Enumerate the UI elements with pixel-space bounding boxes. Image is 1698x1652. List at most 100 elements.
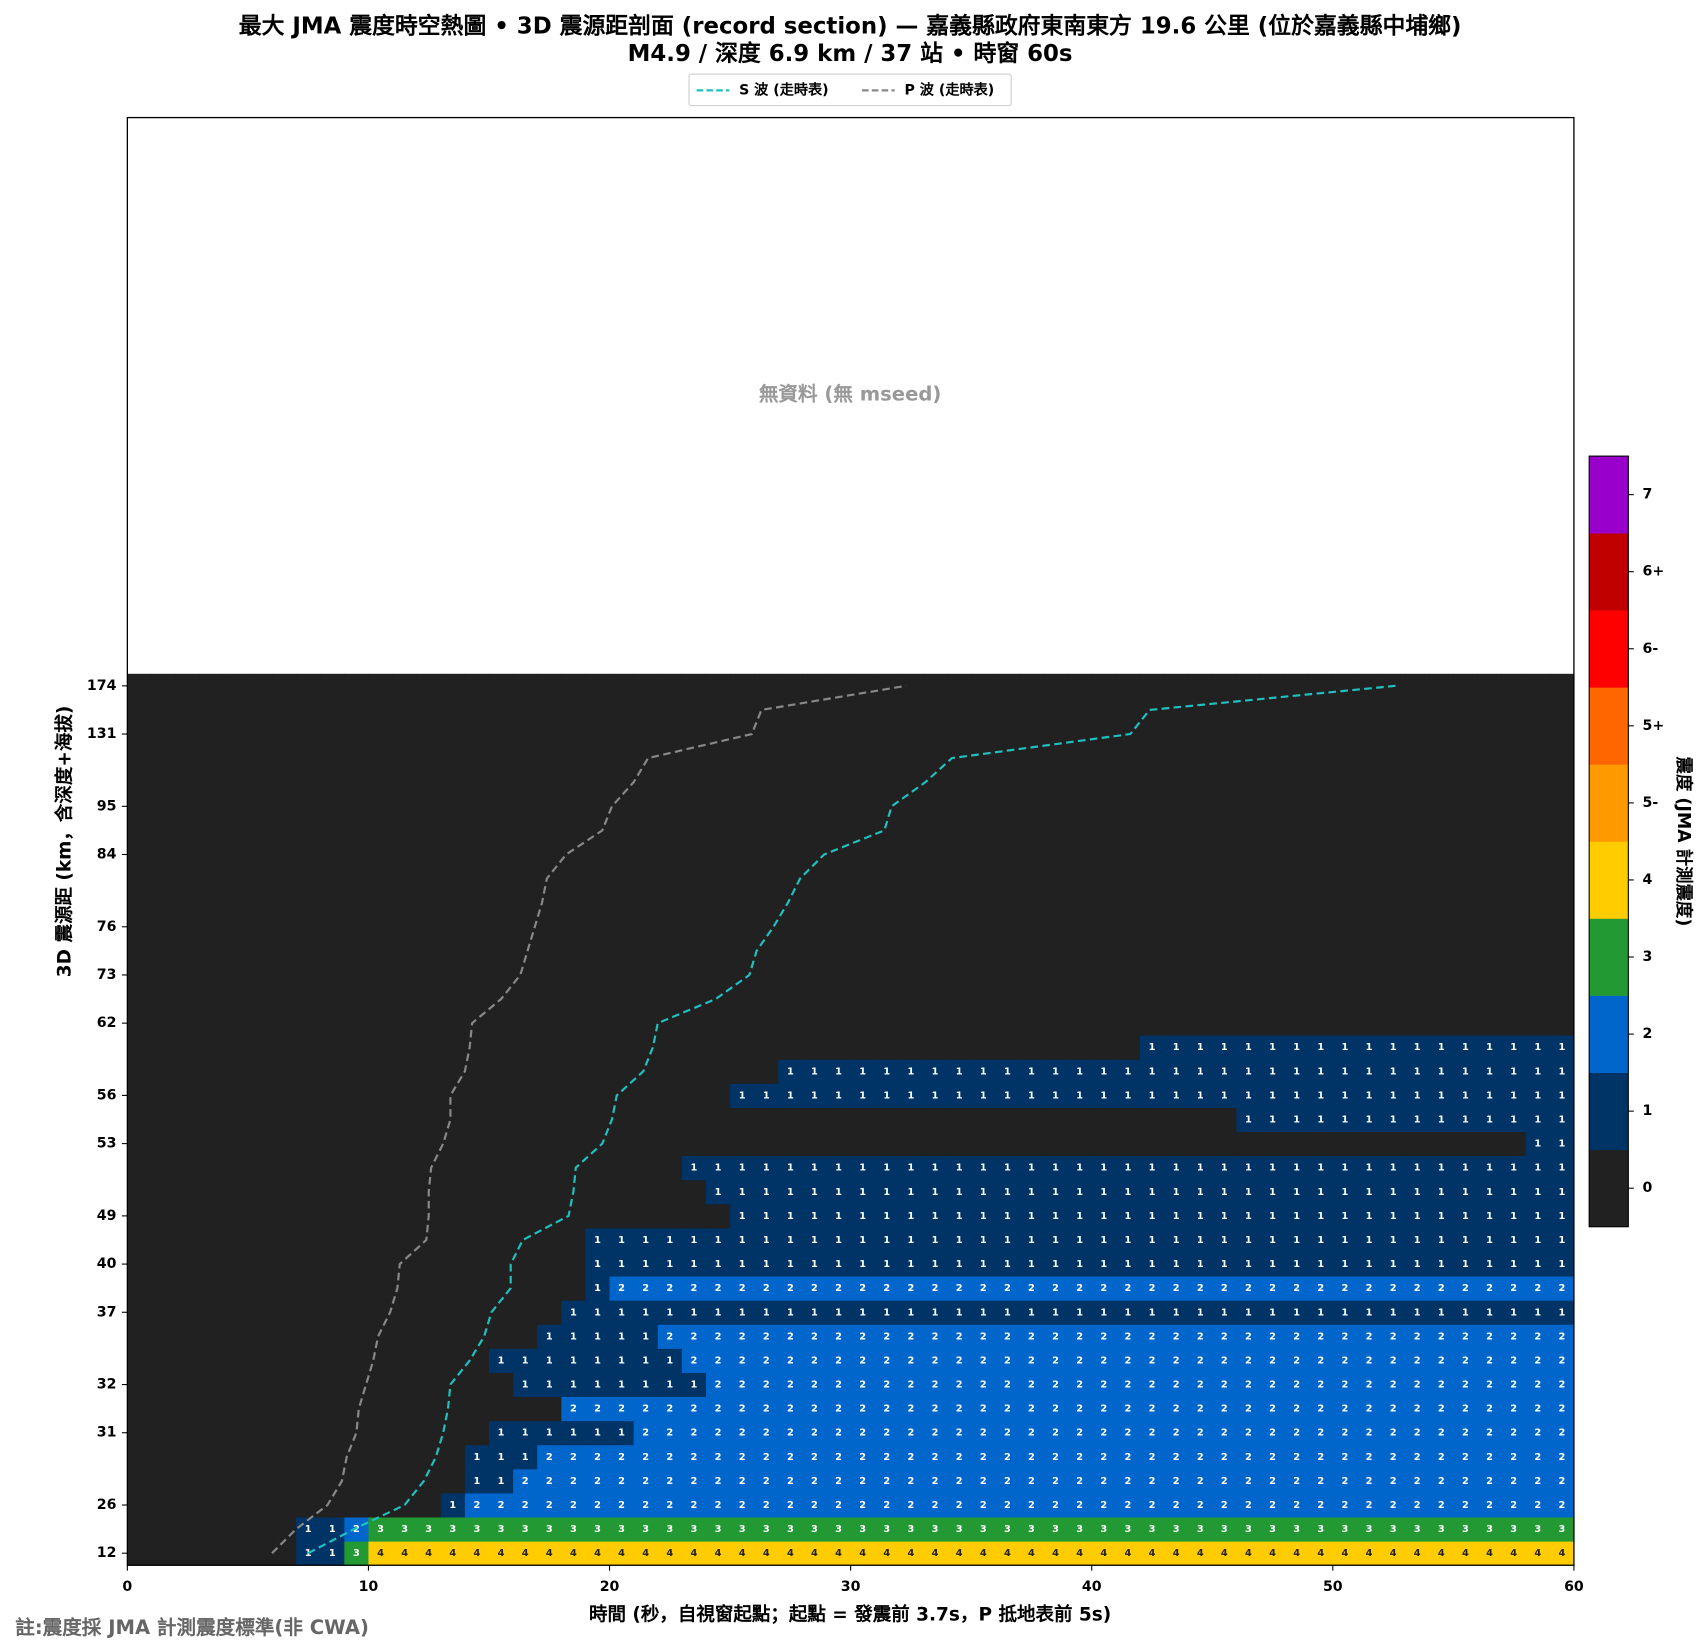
- heat-cell: [175, 1541, 201, 1566]
- y-tick-label: 37: [97, 1304, 117, 1320]
- heat-cell: [151, 1468, 177, 1494]
- cell-label: 1: [1052, 1235, 1059, 1246]
- heat-cell: [1067, 746, 1093, 771]
- cell-label: 1: [1510, 1211, 1517, 1222]
- cell-label: 2: [1462, 1283, 1469, 1294]
- heat-cell: [416, 1348, 442, 1373]
- heat-cell: [1453, 697, 1478, 723]
- heat-cell: [1477, 721, 1503, 747]
- cell-label: 2: [1004, 1428, 1011, 1439]
- cell-label: 2: [1414, 1404, 1421, 1415]
- cell-label: 2: [1028, 1428, 1035, 1439]
- heat-cell: [247, 1517, 273, 1542]
- heat-cell: [151, 1420, 177, 1446]
- heat-cell: [561, 962, 586, 988]
- heat-cell: [1236, 1011, 1261, 1036]
- heat-cell: [1236, 1252, 1261, 1277]
- cell-label: 1: [618, 1259, 625, 1270]
- cell-label: 2: [1173, 1476, 1180, 1487]
- heat-cell: [1091, 1131, 1117, 1157]
- heat-cell: [922, 1276, 948, 1301]
- heat-cell: [1236, 1276, 1261, 1301]
- heat-cell: [561, 1324, 586, 1349]
- heat-cell: [1236, 1324, 1261, 1349]
- cell-label: 2: [1076, 1355, 1083, 1366]
- heat-cell: [826, 770, 852, 795]
- heat-cell: [127, 770, 152, 795]
- heat-cell: [1091, 1203, 1117, 1229]
- heat-cell: [175, 721, 201, 747]
- heat-cell: [730, 1059, 755, 1084]
- cell-label: 1: [932, 1235, 939, 1246]
- heat-cell: [850, 818, 876, 843]
- cell-label: 1: [1245, 1090, 1252, 1101]
- heat-cell: [416, 890, 442, 916]
- heat-cell: [440, 890, 466, 916]
- cell-label: 1: [1510, 1235, 1517, 1246]
- heat-cell: [1308, 1276, 1334, 1301]
- heat-cell: [1477, 1252, 1503, 1277]
- heat-cell: [537, 1252, 562, 1277]
- heat-cell: [151, 1011, 177, 1036]
- cell-label: 1: [1534, 1066, 1541, 1077]
- heat-cell: [392, 1107, 418, 1132]
- cell-label: 2: [1149, 1331, 1156, 1342]
- heat-cell: [561, 818, 586, 843]
- chart-title: 最大 JMA 震度時空熱圖 • 3D 震源距剖面 (record section…: [239, 13, 1462, 40]
- heat-cell: [1501, 721, 1527, 747]
- heat-cell: [1139, 1252, 1165, 1277]
- cell-label: 2: [1510, 1452, 1517, 1463]
- heat-cell: [368, 1541, 393, 1566]
- heat-cell: [175, 1203, 201, 1229]
- cell-label: 1: [787, 1163, 794, 1174]
- heat-cell: [1188, 1107, 1213, 1132]
- cell-label: 2: [1221, 1283, 1228, 1294]
- heat-cell: [1284, 1348, 1310, 1373]
- heat-cell: [127, 1131, 152, 1157]
- heat-cell: [995, 770, 1020, 795]
- heat-cell: [730, 1035, 755, 1060]
- heat-cell: [1453, 1252, 1478, 1277]
- heat-cell: [1019, 1420, 1044, 1446]
- heat-cell: [127, 842, 152, 867]
- heat-cell: [730, 1372, 755, 1398]
- cell-label: 2: [691, 1331, 698, 1342]
- heat-cell: [320, 746, 345, 771]
- heat-cell: [1115, 1203, 1141, 1229]
- heat-cell: [175, 673, 201, 699]
- heat-cell: [850, 1227, 876, 1253]
- cell-label: 1: [980, 1235, 987, 1246]
- cell-label: 1: [1317, 1187, 1324, 1198]
- heat-cell: [874, 770, 900, 795]
- heat-cell: [1164, 1252, 1189, 1277]
- heat-cell: [585, 1252, 610, 1277]
- heat-cell: [561, 866, 586, 892]
- heat-cell: [175, 1396, 201, 1422]
- heat-cell: [874, 721, 900, 747]
- heat-cell: [898, 1300, 924, 1325]
- heat-cell: [392, 890, 418, 916]
- heat-cell: [1043, 1179, 1069, 1205]
- cell-label: 1: [1221, 1163, 1228, 1174]
- heat-cell: [1501, 1107, 1527, 1132]
- cell-label: 3: [1221, 1524, 1228, 1535]
- cell-label: 1: [474, 1452, 481, 1463]
- cell-label: 2: [715, 1500, 722, 1511]
- heat-cell: [657, 1420, 683, 1446]
- heat-cell: [199, 1203, 225, 1229]
- heat-cell: [657, 1203, 683, 1229]
- heat-cell: [826, 721, 852, 747]
- heat-cell: [1091, 842, 1117, 867]
- heat-cell: [1501, 842, 1527, 867]
- heat-cell: [754, 1035, 779, 1060]
- heat-cell: [705, 914, 731, 940]
- cell-label: 2: [546, 1500, 553, 1511]
- cell-label: 1: [1510, 1163, 1517, 1174]
- heat-cell: [1019, 794, 1044, 819]
- heat-cell: [320, 914, 345, 940]
- cell-label: 2: [763, 1500, 770, 1511]
- heat-cell: [223, 1348, 249, 1373]
- heat-cell: [1477, 1420, 1503, 1446]
- heat-cell: [1405, 938, 1430, 964]
- cell-label: 2: [570, 1476, 577, 1487]
